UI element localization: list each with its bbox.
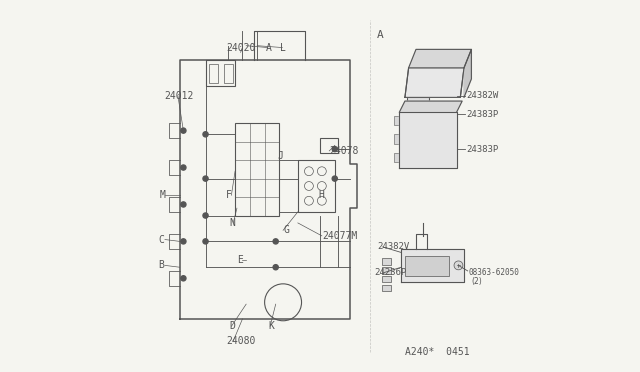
Circle shape [454,261,463,270]
Circle shape [181,239,186,244]
Circle shape [203,132,208,137]
Text: 24012: 24012 [164,90,193,100]
Bar [320,138,339,153]
Bar [381,285,391,291]
Text: L: L [280,42,286,52]
Text: 24236P: 24236P [374,268,407,277]
Bar [381,258,391,264]
Bar [205,61,235,86]
Bar [209,64,218,83]
Text: (2): (2) [472,278,482,286]
Polygon shape [405,68,464,97]
Circle shape [273,264,278,270]
Text: J: J [278,151,284,161]
Bar [435,142,448,162]
Polygon shape [401,249,464,282]
Text: 24383P: 24383P [466,109,498,119]
Circle shape [332,147,337,152]
Circle shape [273,239,278,244]
Text: 24382V: 24382V [377,243,410,251]
Polygon shape [399,112,456,167]
Text: A: A [266,42,271,52]
Polygon shape [464,49,472,97]
Text: G: G [283,225,289,235]
Text: B: B [158,260,164,270]
Bar [394,153,399,162]
Bar [435,118,448,138]
Bar [407,97,429,112]
Text: D: D [230,321,236,331]
Circle shape [181,128,186,133]
Polygon shape [399,101,462,112]
Bar [224,64,233,83]
Text: 24382W: 24382W [466,91,498,100]
Text: N: N [230,218,236,228]
Circle shape [332,176,337,181]
Text: 24077M: 24077M [322,231,357,241]
Text: 24078: 24078 [329,146,358,156]
Bar [419,118,431,138]
Bar [405,256,449,276]
Text: A240*  0451: A240* 0451 [405,347,470,357]
Text: K: K [268,321,274,331]
Text: H: H [318,190,324,200]
Bar [402,118,415,138]
Bar [402,142,415,162]
Text: E: E [237,255,243,265]
Text: M: M [159,190,165,200]
Bar [381,276,391,282]
Bar [394,134,399,144]
Text: A: A [377,30,384,40]
Text: C: C [158,234,164,244]
Text: 24080: 24080 [226,336,255,346]
Bar [381,267,391,273]
Circle shape [203,213,208,218]
Circle shape [203,239,208,244]
Text: 24383P: 24383P [466,145,498,154]
Text: F: F [226,190,232,200]
Bar [394,116,399,125]
Circle shape [181,276,186,281]
Circle shape [181,202,186,207]
Bar [298,160,335,212]
Text: 08363-62050: 08363-62050 [468,267,519,276]
Text: 24020: 24020 [226,42,255,52]
Bar [235,123,280,215]
Circle shape [181,165,186,170]
Circle shape [203,176,208,181]
Bar [419,142,431,162]
Polygon shape [408,49,472,68]
